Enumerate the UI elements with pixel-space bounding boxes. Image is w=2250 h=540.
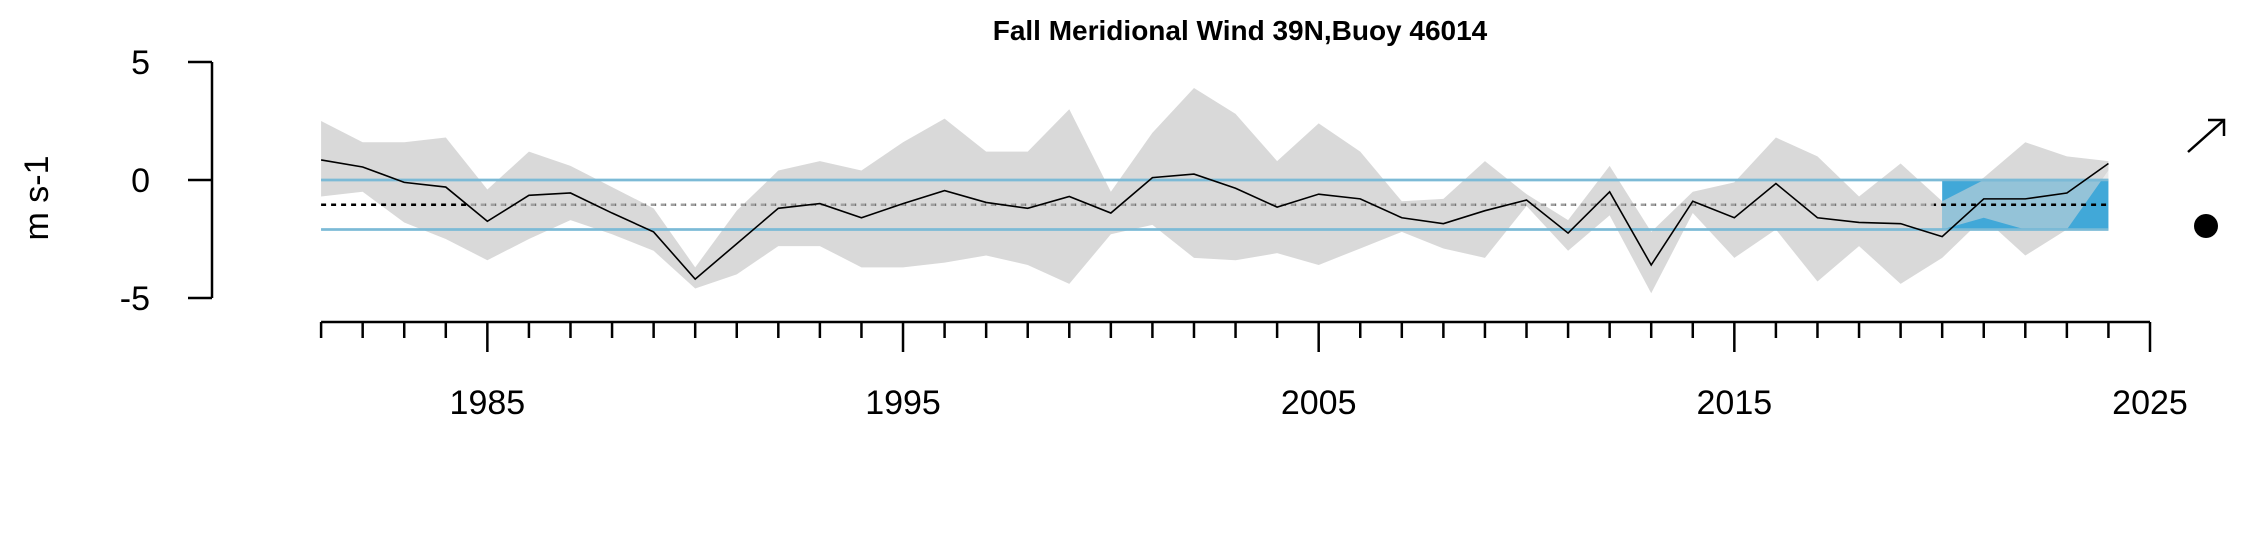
x-tick-label: 2005 <box>1281 384 1357 422</box>
x-tick-label: 2025 <box>2112 384 2188 422</box>
uncertainty-band <box>321 87 2109 294</box>
axes: 5 0 -5 1985 1995 2005 2015 2025 <box>120 44 2188 422</box>
chart-title: Fall Meridional Wind 39N,Buoy 46014 <box>993 15 1488 46</box>
x-tick-label: 1995 <box>865 384 941 422</box>
x-tick-label: 2015 <box>1697 384 1773 422</box>
status-dot-icon <box>2194 214 2218 238</box>
trend-arrow-icon <box>2187 118 2226 153</box>
series-line <box>320 159 2109 281</box>
y-tick-label: 0 <box>131 162 150 200</box>
highlight-band-overlap <box>1942 170 2109 230</box>
y-tick-label: -5 <box>120 280 150 318</box>
y-tick-label: 5 <box>131 44 150 82</box>
plot-area <box>320 87 2109 294</box>
x-tick-label: 1985 <box>450 384 526 422</box>
y-axis-label: m s-1 <box>18 156 56 241</box>
